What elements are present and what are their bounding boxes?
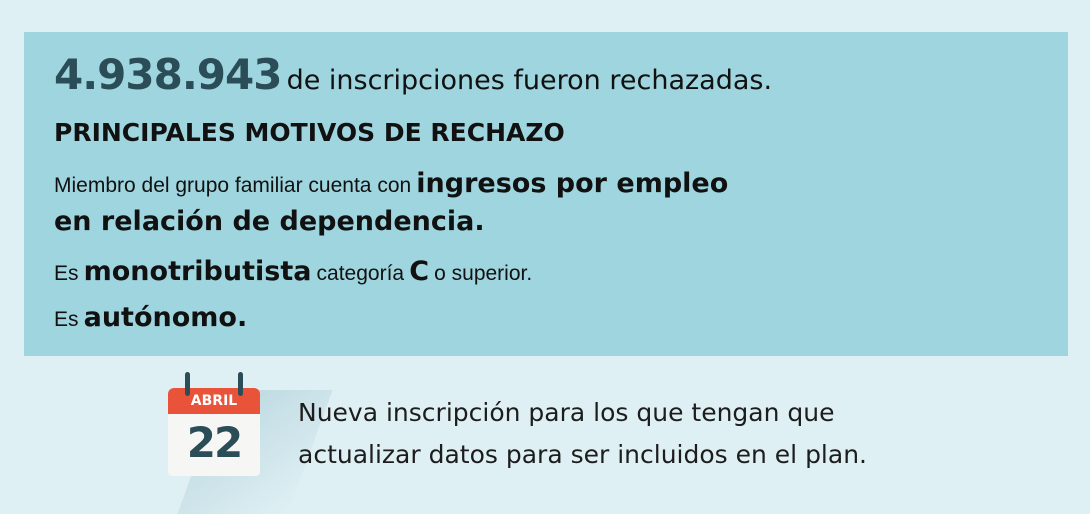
note: Nueva inscripción para los que tengan qu…: [298, 392, 867, 476]
reason-2-superior: o superior.: [434, 262, 533, 285]
reason-2-categoria: categoría: [316, 262, 405, 285]
calendar-month: ABRIL: [190, 393, 238, 409]
note-line-1: Nueva inscripción para los que tengan qu…: [298, 398, 835, 427]
calendar-body: [168, 414, 260, 476]
reason-1-line2: en relación de dependencia.: [54, 206, 485, 237]
calendar-day: 22: [186, 418, 243, 467]
calendar-ring: [185, 372, 190, 396]
reason-1: Miembro del grupo familiar cuenta con in…: [54, 168, 728, 199]
calendar-ring: [238, 372, 243, 396]
note-line-2: actualizar datos para ser incluidos en e…: [298, 440, 867, 469]
reason-2-es: Es: [54, 262, 79, 285]
reason-2: Es monotributista categoría C o superior…: [54, 256, 532, 287]
rejected-count: 4.938.943: [54, 50, 282, 99]
calendar-header: [168, 388, 260, 414]
reason-3-emphasis: autónomo.: [83, 302, 248, 333]
rejection-panel: 4.938.943 de inscripciones fueron rechaz…: [24, 32, 1068, 356]
reason-2-category: C: [409, 256, 430, 287]
headline-text: de inscripciones fueron rechazadas.: [286, 65, 773, 96]
reason-1-text: Miembro del grupo familiar cuenta con: [54, 174, 412, 197]
reason-1-emphasis: ingresos por empleo: [416, 168, 729, 199]
calendar-icon: ABRIL 22: [168, 372, 260, 476]
reason-3-es: Es: [54, 308, 79, 331]
section-title: PRINCIPALES MOTIVOS DE RECHAZO: [54, 118, 565, 147]
reason-3: Es autónomo.: [54, 302, 247, 333]
headline: 4.938.943 de inscripciones fueron rechaz…: [54, 50, 772, 99]
reason-2-emphasis: monotributista: [83, 256, 312, 287]
